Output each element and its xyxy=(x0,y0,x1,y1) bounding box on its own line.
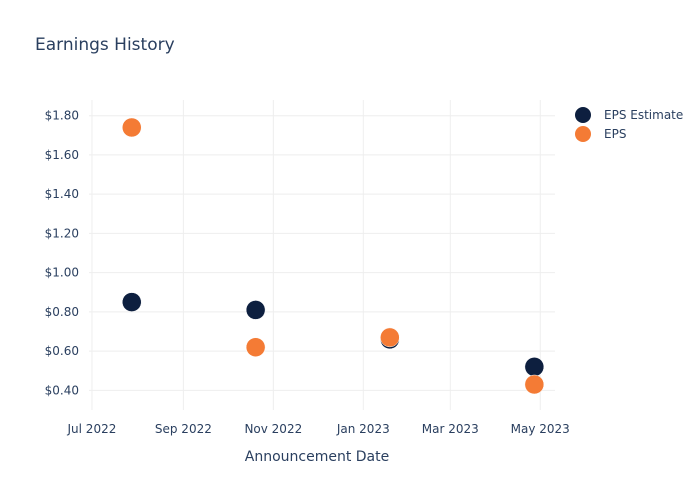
y-tick-label: $1.80 xyxy=(45,109,79,123)
x-tick-label: Sep 2022 xyxy=(155,422,212,436)
x-tick-label: Jul 2022 xyxy=(67,422,117,436)
y-gridlines xyxy=(89,115,555,391)
y-tick-label: $0.60 xyxy=(45,344,79,358)
legend-item[interactable]: EPS Estimate xyxy=(575,107,683,123)
legend-label: EPS Estimate xyxy=(604,108,683,122)
x-tick-label: Mar 2023 xyxy=(422,422,479,436)
y-tick-label: $0.80 xyxy=(45,305,79,319)
y-tick-label: $0.40 xyxy=(45,383,79,397)
legend-item[interactable]: EPS xyxy=(575,126,626,142)
y-tick-label: $1.20 xyxy=(45,226,79,240)
legend-marker xyxy=(575,107,591,123)
data-point[interactable] xyxy=(122,292,142,312)
x-tick-label: Jan 2023 xyxy=(336,422,390,436)
data-point[interactable] xyxy=(122,117,142,138)
y-tick-label: $1.60 xyxy=(45,148,79,162)
legend[interactable]: EPS Estimate EPS xyxy=(575,107,683,142)
x-tick-labels: Jul 2022 Sep 2022 Nov 2022 Jan 2023 Mar 2023… xyxy=(67,422,570,436)
data-point[interactable] xyxy=(245,337,266,357)
data-point[interactable] xyxy=(245,300,266,320)
series-eps xyxy=(122,117,545,395)
data-point[interactable] xyxy=(524,357,545,377)
series-eps-estimate xyxy=(122,292,545,377)
y-tick-labels: $0.40 $0.60 $0.80 $1.00 $1.20 $1.40 $1.60 $1.80 xyxy=(45,109,79,398)
data-point[interactable] xyxy=(380,327,400,348)
y-tick-label: $1.40 xyxy=(45,187,79,201)
chart-title: Earnings History xyxy=(35,35,175,55)
legend-marker xyxy=(575,126,591,142)
x-tick-label: May 2023 xyxy=(511,422,570,436)
data-point[interactable] xyxy=(524,374,545,395)
data-points xyxy=(122,117,545,395)
x-axis-title: Announcement Date xyxy=(245,449,389,465)
x-gridlines xyxy=(91,100,541,410)
legend-label: EPS xyxy=(604,127,626,141)
y-tick-label: $1.00 xyxy=(45,266,79,280)
x-tick-label: Nov 2022 xyxy=(244,422,302,436)
